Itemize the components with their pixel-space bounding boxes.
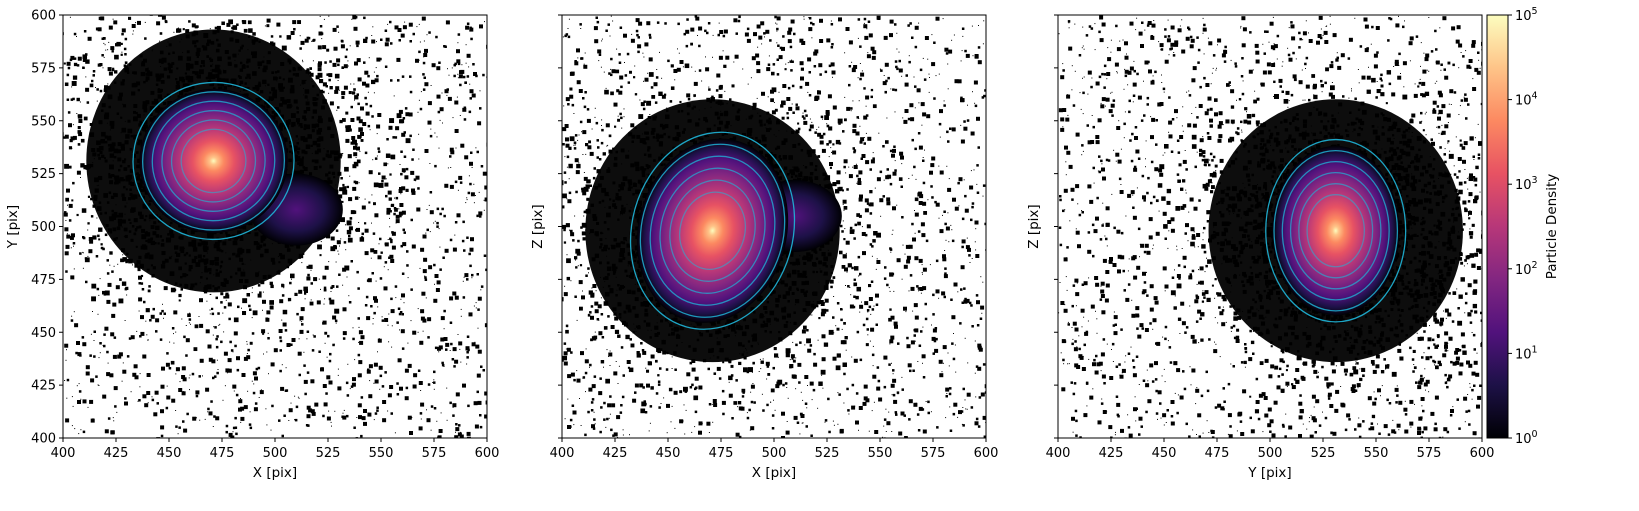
density-map xyxy=(63,15,487,438)
x-tick-label: 425 xyxy=(1099,446,1124,461)
x-tick-label: 525 xyxy=(316,446,341,461)
y-tick-label: 500 xyxy=(31,220,56,235)
panel-3: 400 425 450 475 500 525 550 575 600 Y [pix] Z [pix… xyxy=(1026,14,1495,481)
colorbar-gradient xyxy=(1486,14,1509,439)
x-tick-label: 475 xyxy=(1205,446,1230,461)
density-peak xyxy=(636,138,789,323)
x-axis-label: X [pix] xyxy=(752,465,796,481)
y-axis-label: Y [pix] xyxy=(5,205,21,249)
x-tick-label: 500 xyxy=(1258,446,1283,461)
x-tick-label: 400 xyxy=(1046,446,1071,461)
y-tick-label: 400 xyxy=(31,432,56,447)
x-tick-label: 450 xyxy=(1152,446,1177,461)
y-axis-label: Z [pix] xyxy=(530,204,546,248)
colorbar-tick-label: 100 xyxy=(1515,429,1538,447)
y-tick-label: 475 xyxy=(31,273,56,288)
colorbar-tick-label: 104 xyxy=(1515,91,1538,109)
y-tick-label: 575 xyxy=(31,61,56,76)
x-tick-label: 525 xyxy=(815,446,840,461)
x-tick-label: 400 xyxy=(550,446,575,461)
x-tick-label: 450 xyxy=(157,446,182,461)
colorbar-tick-label: 105 xyxy=(1515,6,1538,24)
y-axis-label: Z [pix] xyxy=(1026,204,1042,248)
colorbar-label: Particle Density xyxy=(1544,174,1560,280)
x-tick-label: 575 xyxy=(921,446,946,461)
x-tick-label: 475 xyxy=(210,446,235,461)
panel-2: 400 425 450 475 500 525 550 575 600 X [pix] Z [pix… xyxy=(530,14,999,481)
density-peak xyxy=(1272,145,1400,316)
x-tick-label: 600 xyxy=(475,446,500,461)
x-tick-label: 600 xyxy=(1470,446,1495,461)
x-tick-label: 550 xyxy=(1364,446,1389,461)
x-tick-label: 600 xyxy=(974,446,999,461)
density-map xyxy=(1058,15,1482,438)
panel-1: 400 425 450 475 500 525 550 575 600 400 425 450 475 5… xyxy=(5,9,500,482)
contours xyxy=(1265,138,1407,323)
contours xyxy=(132,81,295,241)
y-tick-label: 425 xyxy=(31,379,56,394)
x-tick-label: 425 xyxy=(603,446,628,461)
x-tick-label: 500 xyxy=(263,446,288,461)
x-tick-label: 450 xyxy=(656,446,681,461)
x-axis-label: Y [pix] xyxy=(1247,465,1291,481)
density-map xyxy=(562,15,986,438)
x-tick-label: 500 xyxy=(762,446,787,461)
x-tick-label: 575 xyxy=(1417,446,1442,461)
colorbar-tick-label: 103 xyxy=(1515,175,1538,193)
colorbar-tick-label: 102 xyxy=(1515,260,1538,278)
y-tick-label: 600 xyxy=(31,9,56,24)
x-tick-label: 575 xyxy=(422,446,447,461)
x-tick-label: 400 xyxy=(51,446,76,461)
contours xyxy=(629,131,796,330)
colorbar: 100 101 102 103 104 105 Particle Density xyxy=(1486,6,1560,447)
x-tick-label: 425 xyxy=(104,446,129,461)
x-tick-label: 550 xyxy=(369,446,394,461)
y-tick-label: 450 xyxy=(31,326,56,341)
y-tick-label: 550 xyxy=(31,114,56,129)
x-tick-label: 525 xyxy=(1311,446,1336,461)
x-tick-label: 550 xyxy=(868,446,893,461)
colorbar-tick-label: 101 xyxy=(1515,344,1538,362)
x-axis-label: X [pix] xyxy=(253,465,297,481)
x-tick-label: 475 xyxy=(709,446,734,461)
y-tick-label: 525 xyxy=(31,167,56,182)
